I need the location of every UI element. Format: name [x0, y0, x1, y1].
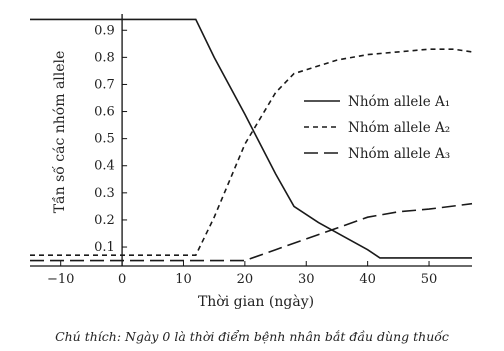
y-tick-label: 0.9: [94, 23, 115, 38]
figure-caption: Chú thích: Ngày 0 là thời điểm bệnh nhân…: [55, 329, 449, 344]
y-tick-label: 0.5: [94, 132, 115, 147]
x-tick-label: 20: [237, 272, 254, 287]
y-tick-label: 0.7: [94, 77, 115, 92]
legend-label-2: Nhóm allele A₂: [348, 120, 450, 136]
x-axis-label: Thời gian (ngày): [198, 293, 314, 310]
y-tick-label: 0.3: [94, 186, 115, 201]
y-tick-label: 0.6: [94, 105, 115, 120]
series-line-1: [30, 18, 472, 259]
y-tick-label: 0.8: [94, 50, 115, 65]
y-tick-label: 0.2: [94, 213, 115, 228]
x-tick-label: 30: [298, 272, 315, 287]
y-axis-label: Tần số các nhóm allele: [51, 51, 68, 214]
series-line-3: [30, 202, 473, 262]
y-tick-label: 0.1: [94, 240, 115, 255]
x-tick-label: 10: [175, 272, 192, 287]
legend-label-1: Nhóm allele A₁: [348, 94, 450, 110]
y-tick-label: 0.4: [94, 159, 115, 174]
legend-label-3: Nhóm allele A₃: [348, 146, 450, 162]
plot-area: −10 0 10 20 30 40 50 0.1 0.2 0.3 0.4 0.5 0.6 0.7 0.8 0.…: [30, 14, 473, 287]
x-tick-label: 40: [359, 272, 376, 287]
x-tick-label: −10: [47, 272, 74, 287]
x-tick-label: 50: [421, 272, 438, 287]
series-line-2: [30, 48, 473, 256]
x-tick-label: 0: [118, 272, 126, 287]
